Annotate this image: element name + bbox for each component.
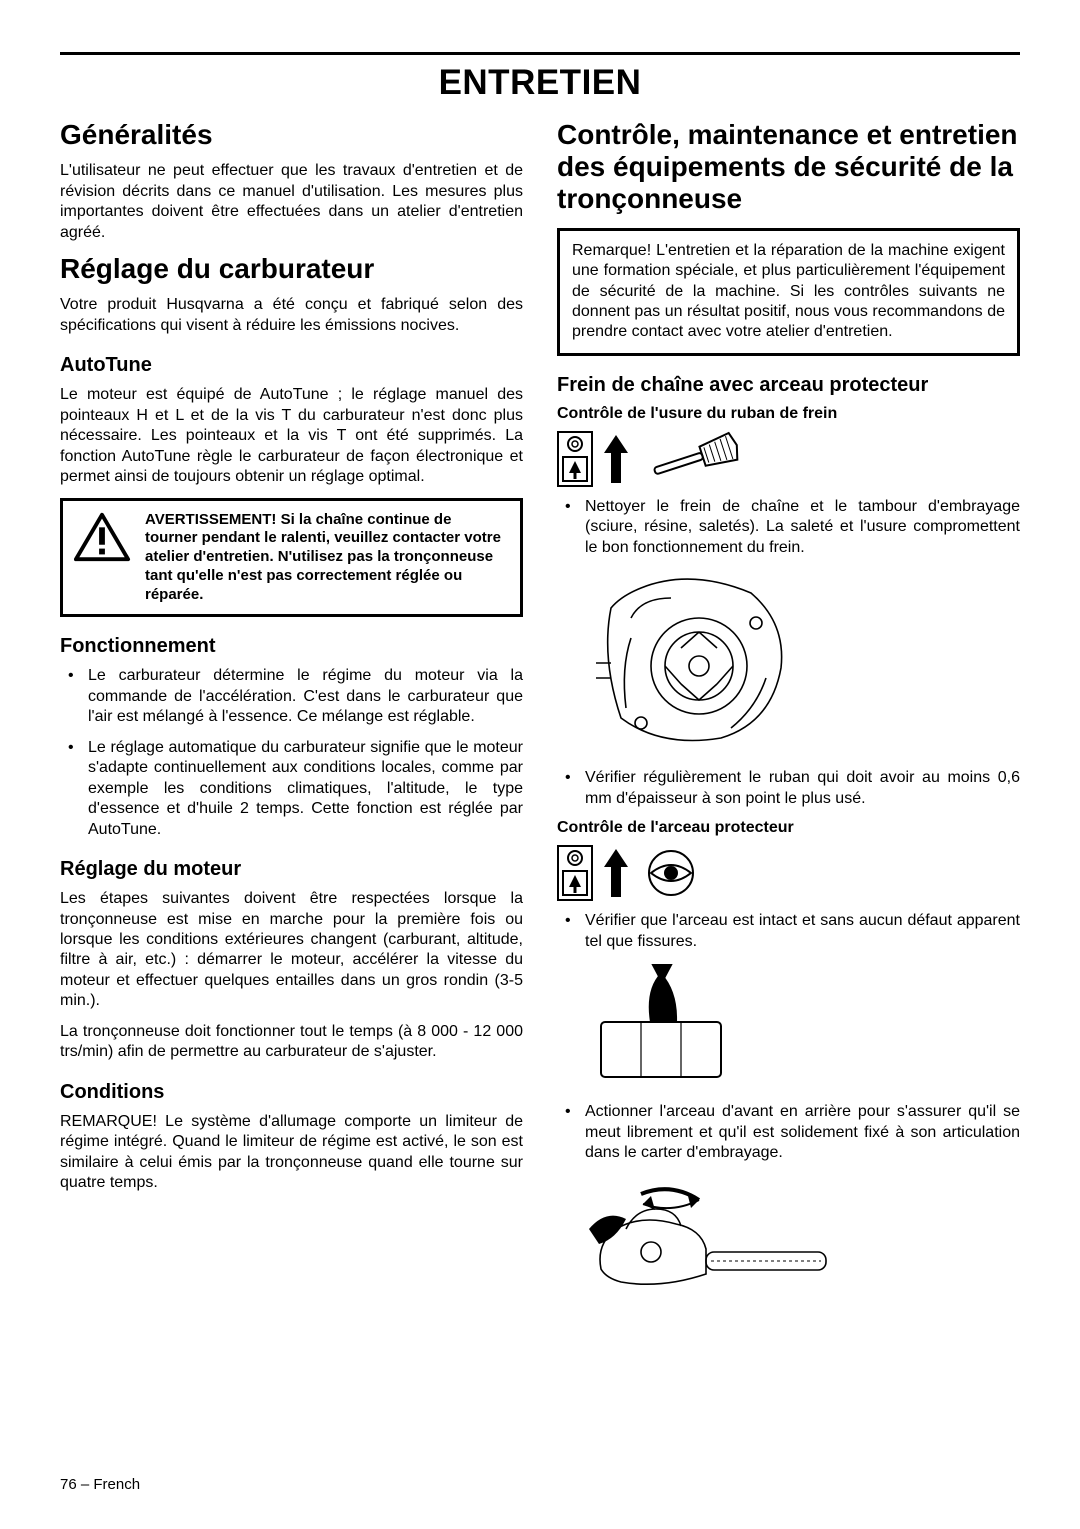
page-footer: 76 – French <box>60 1476 140 1493</box>
heading-fonctionnement: Fonctionnement <box>60 635 523 658</box>
list-nettoyer: Nettoyer le frein de chaîne et le tambou… <box>557 497 1020 558</box>
heading-frein-chaine: Frein de chaîne avec arceau protecteur <box>557 374 1020 397</box>
note-box: Remarque! L'entretien et la réparation d… <box>557 228 1020 356</box>
warning-triangle-icon <box>73 511 131 563</box>
list-item: Vérifier que l'arceau est intact et sans… <box>557 911 1020 952</box>
eye-icon <box>639 845 703 901</box>
top-rule <box>60 52 1020 55</box>
icon-row-eye <box>557 845 1020 901</box>
list-item: Nettoyer le frein de chaîne et le tambou… <box>557 497 1020 558</box>
paragraph-conditions: REMARQUE! Le système d'allumage comporte… <box>60 1112 523 1194</box>
list-item: Le réglage automatique du carburateur si… <box>60 738 523 840</box>
illustration-chainsaw-action <box>581 1174 1020 1304</box>
arrow-up-icon <box>601 845 631 901</box>
illustration-clutch-drum <box>581 568 1020 758</box>
heading-conditions: Conditions <box>60 1081 523 1104</box>
list-verifier-arceau: Vérifier que l'arceau est intact et sans… <box>557 911 1020 952</box>
brake-pictogram-icon <box>557 431 593 487</box>
warning-box: AVERTISSEMENT! Si la chaîne continue de … <box>60 498 523 618</box>
heading-generalites: Généralités <box>60 119 523 151</box>
list-verifier-ruban: Vérifier régulièrement le ruban qui doit… <box>557 768 1020 809</box>
heading-reglage-moteur: Réglage du moteur <box>60 858 523 881</box>
brake-pictogram-icon <box>557 845 593 901</box>
heading-controle-maintenance: Contrôle, maintenance et entretien des é… <box>557 119 1020 216</box>
paragraph-generalites: L'utilisateur ne peut effectuer que les … <box>60 161 523 243</box>
left-column: Généralités L'utilisateur ne peut effect… <box>60 109 523 1314</box>
icon-row-brush <box>557 431 1020 487</box>
list-item: Vérifier régulièrement le ruban qui doit… <box>557 768 1020 809</box>
brush-icon <box>639 431 749 487</box>
heading-controle-usure: Contrôle de l'usure du ruban de frein <box>557 405 1020 423</box>
warning-text: AVERTISSEMENT! Si la chaîne continue de … <box>145 511 508 605</box>
heading-reglage-carburateur: Réglage du carburateur <box>60 253 523 285</box>
paragraph-reglage-moteur-1: Les étapes suivantes doivent être respec… <box>60 889 523 1012</box>
list-item: Actionner l'arceau d'avant en arrière po… <box>557 1102 1020 1163</box>
paragraph-autotune: Le moteur est équipé de AutoTune ; le ré… <box>60 385 523 487</box>
paragraph-reglage-intro: Votre produit Husqvarna a été conçu et f… <box>60 295 523 336</box>
heading-autotune: AutoTune <box>60 354 523 377</box>
page-title: ENTRETIEN <box>60 57 1020 109</box>
list-fonctionnement: Le carburateur détermine le régime du mo… <box>60 666 523 840</box>
illustration-guard-check <box>581 962 1020 1092</box>
paragraph-reglage-moteur-2: La tronçonneuse doit fonctionner tout le… <box>60 1022 523 1063</box>
list-item: Le carburateur détermine le régime du mo… <box>60 666 523 727</box>
heading-controle-arceau: Contrôle de l'arceau protecteur <box>557 819 1020 837</box>
two-column-layout: Généralités L'utilisateur ne peut effect… <box>60 109 1020 1314</box>
right-column: Contrôle, maintenance et entretien des é… <box>557 109 1020 1314</box>
list-actionner: Actionner l'arceau d'avant en arrière po… <box>557 1102 1020 1163</box>
arrow-up-icon <box>601 431 631 487</box>
